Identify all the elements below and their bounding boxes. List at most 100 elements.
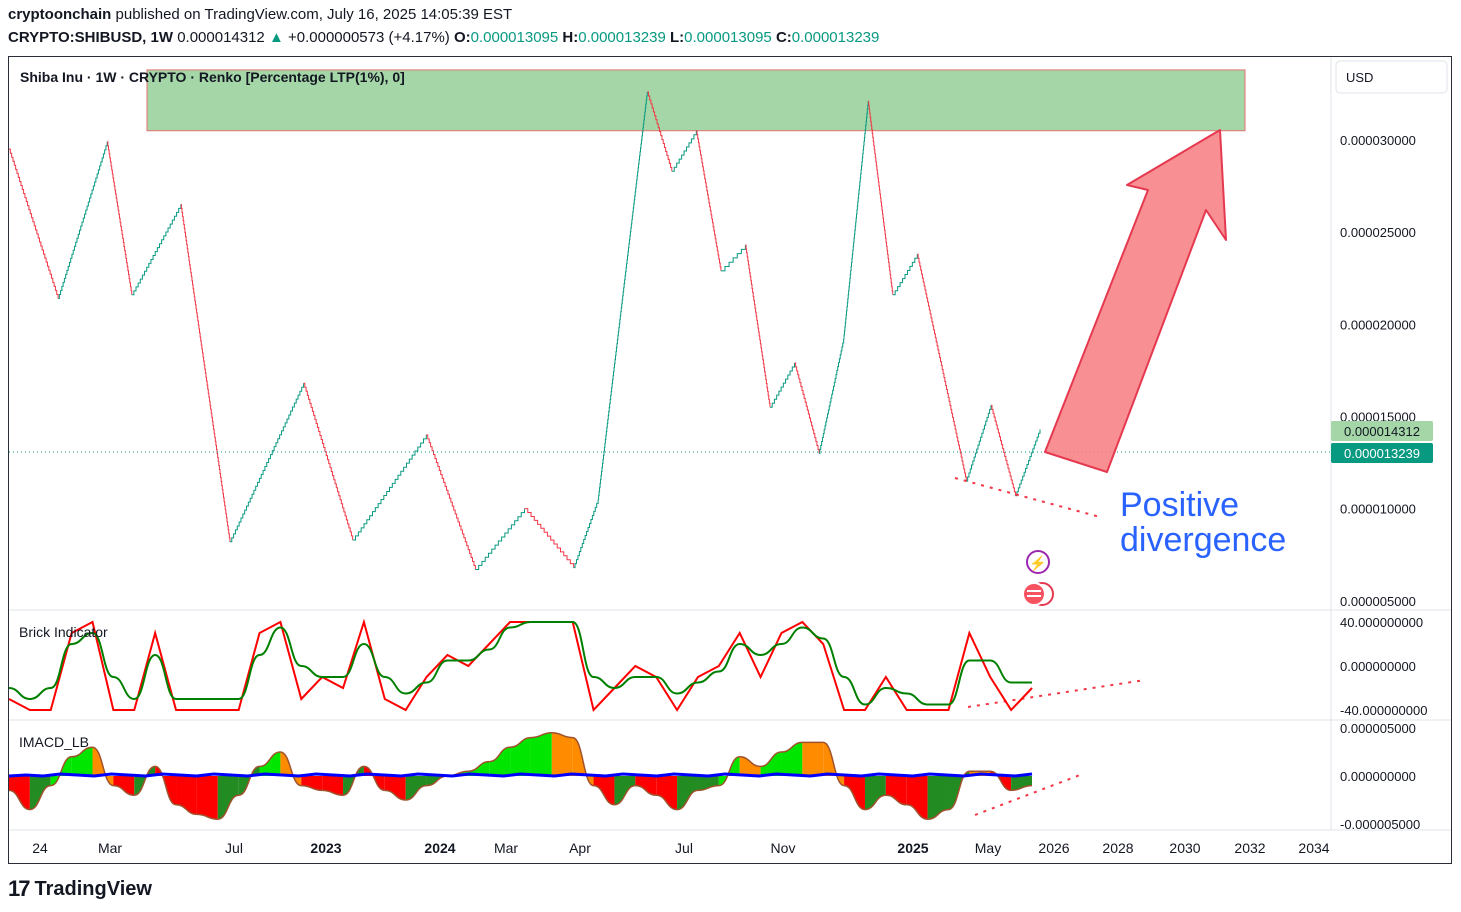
us-flag-event-icon[interactable] xyxy=(1022,582,1046,606)
renko-segment xyxy=(696,130,722,271)
brick-signal-line xyxy=(8,621,1032,706)
open-value: 0.000013095 xyxy=(470,29,559,46)
macd-area-segment xyxy=(781,742,803,776)
macd-tick-label: -0.000005000 xyxy=(1340,817,1420,832)
time-axis[interactable]: 24 Mar Jul 2023 2024 Mar Apr Jul Nov 2025 May 2026 2… xyxy=(32,840,1330,856)
renko-segment xyxy=(9,148,59,299)
macd-area-segment xyxy=(864,776,886,810)
time-tick-label: Jul xyxy=(225,840,243,856)
forecast-arrow[interactable] xyxy=(1044,129,1227,473)
footer-brand-text: TradingView xyxy=(34,877,152,900)
imacd-legend[interactable]: IMACD_LB xyxy=(19,734,89,750)
macd-area-segment xyxy=(196,776,218,820)
flag-stripe xyxy=(1027,595,1041,597)
renko-segment xyxy=(352,434,427,541)
renko-segment xyxy=(598,92,648,500)
macd-area-segment xyxy=(697,776,719,791)
macd-area-segment xyxy=(844,776,865,810)
time-tick-label: 2025 xyxy=(897,840,928,856)
renko-segment xyxy=(966,405,992,482)
price-tick-label: 0.000020000 xyxy=(1340,317,1416,332)
annotation-positive[interactable]: Positive xyxy=(1120,486,1239,524)
macd-area-segment xyxy=(176,776,197,815)
macd-area-segment xyxy=(677,776,698,810)
chart-frame xyxy=(8,56,1452,864)
macd-area-segment xyxy=(802,742,824,776)
symbol-label: CRYPTO:SHIBUSD, 1W xyxy=(8,29,174,46)
renko-segment xyxy=(990,404,1016,496)
renko-segment xyxy=(131,204,182,296)
lightning-event-icon[interactable] xyxy=(1026,550,1050,574)
imacd-series xyxy=(8,732,1033,820)
brick-tick-label: 0.000000000 xyxy=(1340,659,1416,674)
renko-segment xyxy=(794,362,820,454)
macd-area-segment xyxy=(384,776,406,800)
macd-area-segment xyxy=(635,776,657,796)
renko-segment xyxy=(917,253,967,481)
macd-tick-label: 0.000000000 xyxy=(1340,769,1416,784)
symbol-info: CRYPTO:SHIBUSD, 1W 0.000014312 ▲ +0.0000… xyxy=(8,29,879,46)
annotation-divergence[interactable]: divergence xyxy=(1120,521,1286,559)
renko-series xyxy=(9,91,1041,570)
renko-segment xyxy=(843,101,869,340)
chart-legend-title[interactable]: Shiba Inu · 1W · CRYPTO · Renko [Percent… xyxy=(20,69,405,85)
low-value: 0.000013095 xyxy=(684,29,772,46)
brick-tick-label: 40.000000000 xyxy=(1340,615,1423,630)
price-tick-label: 0.000030000 xyxy=(1340,133,1416,148)
macd-area-segment xyxy=(9,776,30,810)
resistance-zone[interactable] xyxy=(146,69,1246,132)
time-tick-label: 2034 xyxy=(1298,840,1329,856)
price-axis[interactable]: 0.000030000 0.000025000 0.000020000 0.00001… xyxy=(1340,133,1416,609)
currency-label: USD xyxy=(1346,70,1373,85)
macd-area-segment xyxy=(885,776,907,805)
macd-area-segment xyxy=(760,752,782,776)
brick-indicator-legend[interactable]: Brick Indicator xyxy=(19,624,108,640)
macd-axis[interactable]: 0.000005000 0.000000000 -0.000005000 xyxy=(1340,721,1420,832)
lightning-glyph-icon: ⚡ xyxy=(1029,555,1046,572)
last-price-badge xyxy=(1331,421,1433,441)
renko-segment xyxy=(229,383,305,543)
close-price-badge-text: 0.000013239 xyxy=(1344,446,1420,461)
renko-segment xyxy=(671,130,697,172)
time-tick-label: 2023 xyxy=(310,840,341,856)
renko-segment xyxy=(1015,429,1041,497)
renko-segment xyxy=(524,508,575,568)
divergence-line-price[interactable] xyxy=(954,477,1101,518)
divergence-line-brick[interactable] xyxy=(967,679,1146,708)
divergence-line-macd[interactable] xyxy=(974,774,1081,816)
renko-segment xyxy=(475,508,525,570)
renko-segment xyxy=(769,362,796,408)
flag-stripe xyxy=(1027,590,1041,592)
macd-area-segment xyxy=(614,776,636,805)
time-tick-label: 2028 xyxy=(1102,840,1133,856)
last-price: 0.000014312 xyxy=(177,29,265,46)
publish-info: cryptoonchain published on TradingView.c… xyxy=(8,6,512,23)
footer-brand[interactable]: 17 TradingView xyxy=(8,876,152,902)
renko-segment xyxy=(573,499,599,569)
time-tick-label: 24 xyxy=(32,840,48,856)
macd-tick-label: 0.000005000 xyxy=(1340,721,1416,736)
macd-area-segment xyxy=(530,732,552,776)
brick-axis[interactable]: 40.000000000 0.000000000 -40.000000000 xyxy=(1340,615,1427,718)
time-tick-label: Jul xyxy=(675,840,693,856)
time-tick-label: 2026 xyxy=(1038,840,1069,856)
renko-segment xyxy=(58,141,108,299)
macd-area-segment xyxy=(217,776,239,820)
brick-tick-label: -40.000000000 xyxy=(1340,703,1427,718)
macd-area-segment xyxy=(739,756,761,776)
price-tick-label: 0.000015000 xyxy=(1340,409,1416,424)
macd-area-segment xyxy=(551,732,573,776)
macd-area-segment xyxy=(113,776,135,796)
time-tick-label: 2030 xyxy=(1169,840,1200,856)
brick-line xyxy=(8,618,1033,713)
brick-indicator-series xyxy=(8,618,1033,713)
author-name[interactable]: cryptoonchain xyxy=(8,6,112,23)
high-label: H: xyxy=(562,29,579,46)
renko-segment xyxy=(892,254,918,296)
macd-signal-line xyxy=(8,772,1033,778)
close-value: 0.000013239 xyxy=(791,29,880,46)
close-price-badge xyxy=(1331,443,1433,463)
macd-area-segment xyxy=(593,776,615,805)
currency-button[interactable] xyxy=(1335,60,1448,94)
